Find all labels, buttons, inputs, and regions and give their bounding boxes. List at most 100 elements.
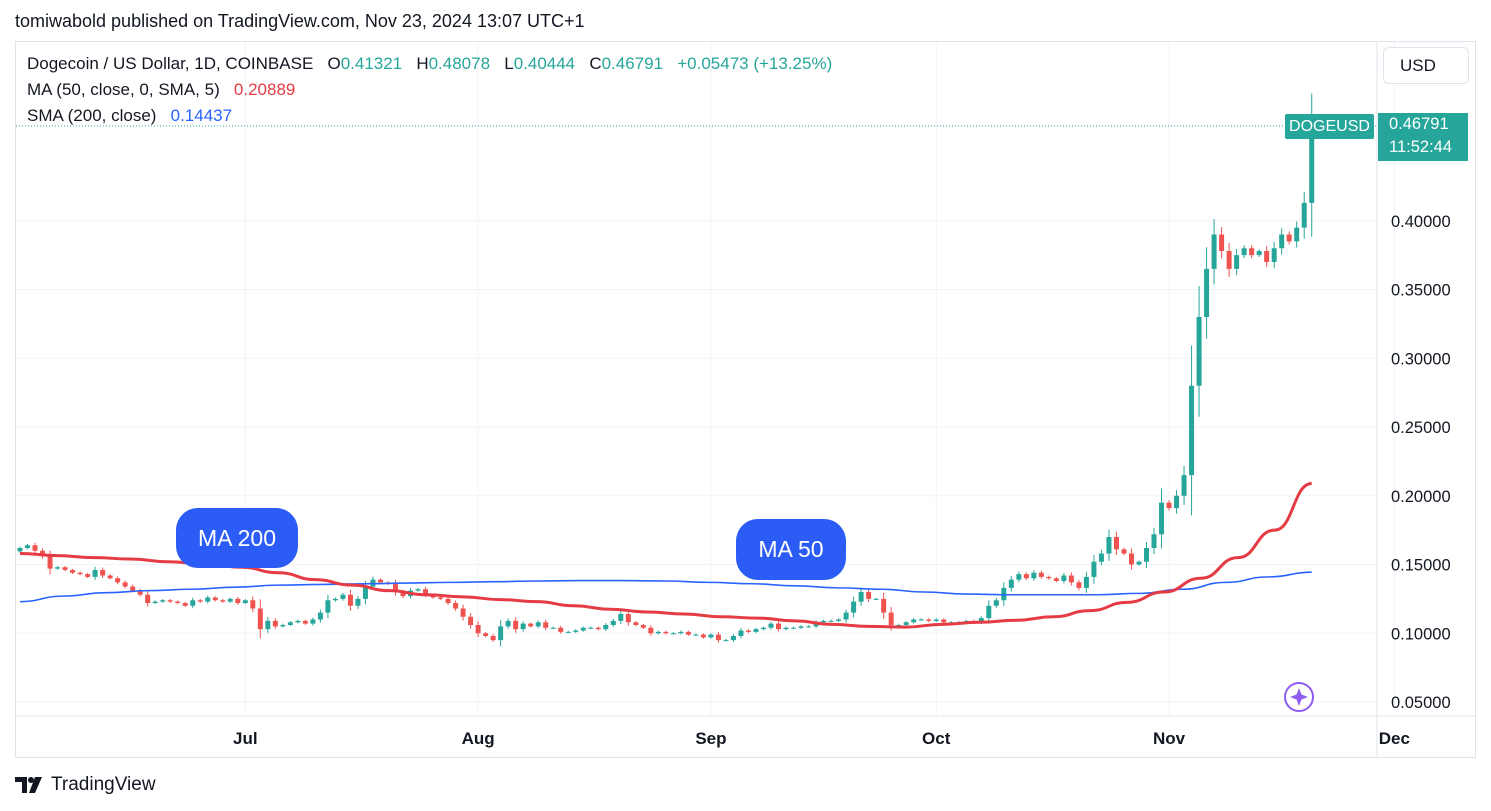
candle-body — [197, 600, 203, 602]
candle — [122, 580, 128, 589]
candle-body — [220, 600, 226, 602]
legend-symbol[interactable]: Dogecoin / US Dollar, 1D, COINBASE — [27, 54, 314, 73]
legend-ma50[interactable]: MA (50, close, 0, SMA, 5) 0.20889 — [27, 80, 295, 100]
candle — [1098, 549, 1104, 566]
legend-open-label: O — [327, 54, 341, 73]
candle-body — [836, 619, 842, 621]
candle — [92, 566, 98, 580]
candle-body — [513, 620, 519, 630]
candle-body — [618, 614, 624, 621]
sparkle-icon[interactable] — [1284, 682, 1314, 712]
ma50-annotation[interactable]: MA 50 — [736, 519, 846, 580]
candle-body — [1106, 537, 1112, 554]
candle — [798, 625, 804, 629]
candle — [325, 594, 331, 619]
candle — [1121, 547, 1127, 556]
candle — [1181, 465, 1187, 506]
candle — [152, 600, 158, 605]
candle — [1159, 488, 1165, 549]
candle — [806, 625, 812, 628]
candle — [941, 618, 947, 624]
legend-sma200[interactable]: SMA (200, close) 0.14437 — [27, 106, 232, 126]
candle-body — [866, 592, 872, 599]
candle-body — [235, 598, 241, 603]
candle-body — [723, 640, 729, 642]
candle — [648, 625, 654, 636]
symbol-price-tag: DOGEUSD — [1285, 114, 1374, 139]
candle-body — [821, 620, 827, 623]
candle-body — [715, 634, 721, 641]
candle-body — [1309, 127, 1315, 203]
candle-body — [1166, 502, 1172, 509]
candle-body — [941, 619, 947, 623]
candle — [242, 599, 248, 605]
candle-body — [77, 572, 83, 575]
candle — [1151, 528, 1157, 555]
candle-body — [911, 619, 917, 623]
candle-body — [137, 590, 143, 595]
candle — [1204, 247, 1210, 339]
candle — [302, 619, 308, 625]
candle-body — [1241, 248, 1247, 256]
candle — [926, 618, 932, 623]
candle-body — [700, 634, 706, 638]
candle — [1016, 571, 1022, 583]
candle — [1031, 570, 1037, 581]
ma200-annotation[interactable]: MA 200 — [176, 508, 298, 568]
candle — [280, 623, 286, 628]
candle — [933, 618, 939, 623]
candle — [205, 595, 211, 604]
candle-body — [550, 627, 556, 629]
candle — [160, 599, 166, 603]
candle-body — [122, 582, 128, 587]
candle — [332, 597, 338, 602]
candle — [866, 588, 872, 602]
candle — [377, 578, 383, 584]
candle — [250, 596, 256, 613]
candle-body — [1038, 572, 1044, 577]
candle — [1249, 245, 1255, 259]
candle-body — [505, 620, 511, 627]
candle-body — [896, 625, 902, 626]
candle-body — [881, 598, 887, 613]
candle-body — [1151, 534, 1157, 548]
candle-body — [1144, 548, 1149, 562]
candle-body — [272, 620, 278, 627]
candle — [1113, 531, 1119, 555]
candle — [776, 621, 782, 632]
legend-close: 0.46791 — [601, 54, 664, 73]
candle — [678, 630, 684, 635]
candle — [1211, 219, 1217, 285]
candle — [490, 634, 496, 642]
candle-body — [453, 603, 459, 609]
candle — [1083, 571, 1089, 593]
candle-body — [851, 601, 857, 613]
candle-body — [543, 622, 549, 628]
candle — [227, 597, 233, 603]
candle-body — [17, 548, 23, 552]
candle — [175, 600, 181, 605]
candle — [355, 595, 361, 609]
candle — [1219, 227, 1225, 259]
month-tick-label: Aug — [462, 729, 495, 748]
currency-button[interactable]: USD — [1383, 47, 1469, 84]
candle-body — [460, 608, 466, 617]
candle — [265, 617, 271, 633]
legend-low-label: L — [504, 54, 514, 73]
candle-body — [332, 598, 338, 601]
price-tick-label: 0.25000 — [1391, 419, 1451, 437]
candle-body — [768, 623, 774, 628]
candle-body — [1211, 234, 1217, 269]
candle-body — [107, 575, 113, 579]
candle-body — [1189, 385, 1195, 476]
candle-body — [55, 567, 61, 569]
tradingview-logo[interactable]: TradingView — [15, 774, 156, 796]
ma50-value: 0.20889 — [233, 80, 296, 99]
candle-body — [250, 600, 256, 609]
candle — [1271, 242, 1277, 269]
candle — [843, 609, 849, 623]
candle-body — [475, 625, 481, 634]
candle-body — [663, 631, 669, 634]
candle-body — [347, 594, 353, 606]
sma200-value: 0.14437 — [170, 106, 233, 125]
